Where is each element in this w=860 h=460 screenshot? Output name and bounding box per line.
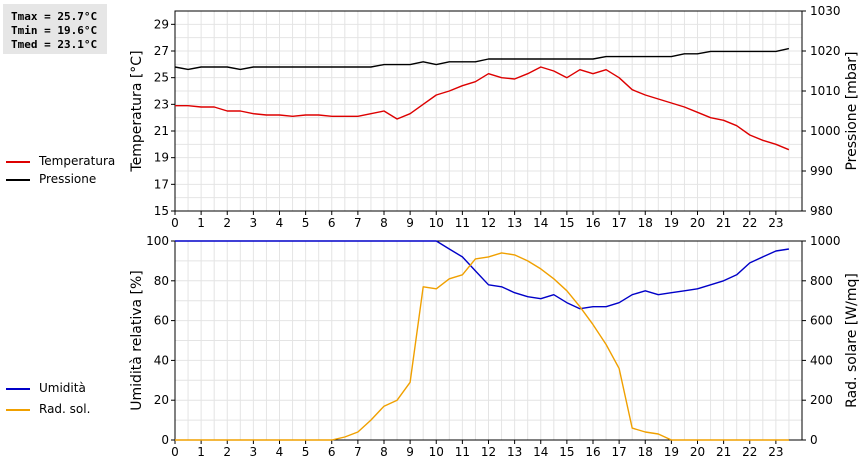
y-axis-label: Temperatura [°C] [129, 50, 145, 172]
y-tick-label: 17 [154, 177, 169, 191]
x-tick-label: 4 [276, 445, 284, 459]
y-tick-label: 100 [146, 234, 169, 248]
y-tick-label: 40 [154, 353, 169, 367]
x-tick-label: 2 [223, 216, 231, 230]
x-tick-label: 17 [611, 445, 626, 459]
x-tick-label: 18 [638, 445, 653, 459]
y2-tick-label: 1000 [810, 124, 841, 138]
x-tick-label: 0 [171, 445, 179, 459]
x-tick-label: 21 [716, 216, 731, 230]
x-tick-label: 9 [406, 216, 414, 230]
x-tick-label: 1 [197, 216, 205, 230]
x-tick-label: 20 [690, 445, 705, 459]
x-tick-label: 7 [354, 445, 362, 459]
x-tick-label: 3 [250, 445, 258, 459]
y2-tick-label: 400 [810, 353, 833, 367]
x-tick-label: 1 [197, 445, 205, 459]
series-line-temperatura [175, 66, 790, 151]
x-tick-label: 13 [507, 445, 522, 459]
legend-label: Pressione [39, 172, 97, 186]
chart-panel-1: 0 1 2 3 4 5 6 7 8 9 10 11 12 13 14 15 16 17 18 19 20 21 22 2315… [129, 4, 860, 230]
x-tick-label: 2 [223, 445, 231, 459]
x-tick-label: 4 [276, 216, 284, 230]
x-tick-label: 16 [585, 216, 600, 230]
stat-tmed: Tmed = 23.1°C [11, 38, 98, 51]
x-tick-label: 11 [455, 445, 470, 459]
series-line-rad-sol- [175, 252, 789, 441]
x-tick-label: 13 [507, 216, 522, 230]
y2-tick-label: 990 [810, 164, 833, 178]
x-tick-label: 3 [250, 216, 258, 230]
x-tick-label: 14 [533, 445, 548, 459]
y2-tick-label: 1020 [810, 44, 841, 58]
x-tick-label: 5 [302, 216, 310, 230]
y2-tick-label: 1010 [810, 84, 841, 98]
legend-label: Temperatura [39, 154, 116, 168]
y-tick-label: 0 [161, 433, 169, 447]
x-tick-label: 5 [302, 445, 310, 459]
stats-box: Tmax = 25.7°C Tmin = 19.6°C Tmed = 23.1°… [3, 4, 107, 54]
x-tick-label: 6 [328, 445, 336, 459]
y2-axis-label: Pressione [mbar] [844, 51, 860, 170]
x-tick-label: 10 [429, 216, 444, 230]
y2-tick-label: 200 [810, 393, 833, 407]
legend-label: Rad. sol. [39, 402, 91, 416]
legend-swatch [6, 161, 30, 163]
y-tick-label: 23 [154, 97, 169, 111]
y-tick-label: 29 [154, 17, 169, 31]
y-axis-label: Umidità relativa [%] [129, 270, 145, 411]
y2-tick-label: 1030 [810, 4, 841, 18]
x-tick-label: 12 [481, 445, 496, 459]
y-tick-label: 19 [154, 151, 169, 165]
y-tick-label: 27 [154, 44, 169, 58]
x-tick-label: 17 [611, 216, 626, 230]
legend-label: Umidità [39, 381, 86, 395]
y2-tick-label: 600 [810, 314, 833, 328]
chart-panel-2: 0 1 2 3 4 5 6 7 8 9 10 11 12 13 14 15 16 17 18 19 20 21 22 2302… [129, 234, 860, 459]
stat-tmin: Tmin = 19.6°C [11, 24, 98, 37]
x-tick-label: 15 [559, 445, 574, 459]
stat-tmax: Tmax = 25.7°C [11, 10, 98, 23]
x-tick-label: 21 [716, 445, 731, 459]
y2-tick-label: 800 [810, 274, 833, 288]
y2-tick-label: 1000 [810, 234, 841, 248]
legend-swatch [6, 388, 30, 390]
x-tick-label: 9 [406, 445, 414, 459]
x-tick-label: 15 [559, 216, 574, 230]
x-tick-label: 22 [742, 216, 757, 230]
x-tick-label: 10 [429, 445, 444, 459]
x-tick-label: 22 [742, 445, 757, 459]
x-tick-label: 8 [380, 445, 388, 459]
x-tick-label: 6 [328, 216, 336, 230]
x-tick-label: 23 [768, 216, 783, 230]
y2-axis-label: Rad. solare [W/mq] [844, 273, 860, 408]
x-tick-label: 19 [664, 445, 679, 459]
y-tick-label: 60 [154, 314, 169, 328]
y2-tick-label: 980 [810, 204, 833, 218]
y2-tick-label: 0 [810, 433, 818, 447]
legend-swatch [6, 179, 30, 181]
x-tick-label: 12 [481, 216, 496, 230]
x-tick-label: 0 [171, 216, 179, 230]
series-line-pressione [174, 47, 790, 71]
x-tick-label: 19 [664, 216, 679, 230]
x-tick-label: 14 [533, 216, 548, 230]
x-tick-label: 7 [354, 216, 362, 230]
x-tick-label: 20 [690, 216, 705, 230]
y-tick-label: 25 [154, 71, 169, 85]
legend-swatch [6, 409, 30, 411]
y-tick-label: 15 [154, 204, 169, 218]
x-tick-label: 16 [585, 445, 600, 459]
y-tick-label: 20 [154, 393, 169, 407]
y-tick-label: 21 [154, 124, 169, 138]
x-tick-label: 11 [455, 216, 470, 230]
y-tick-label: 80 [154, 274, 169, 288]
series-line-umidit- [175, 240, 790, 310]
x-tick-label: 18 [638, 216, 653, 230]
x-tick-label: 8 [380, 216, 388, 230]
x-tick-label: 23 [768, 445, 783, 459]
